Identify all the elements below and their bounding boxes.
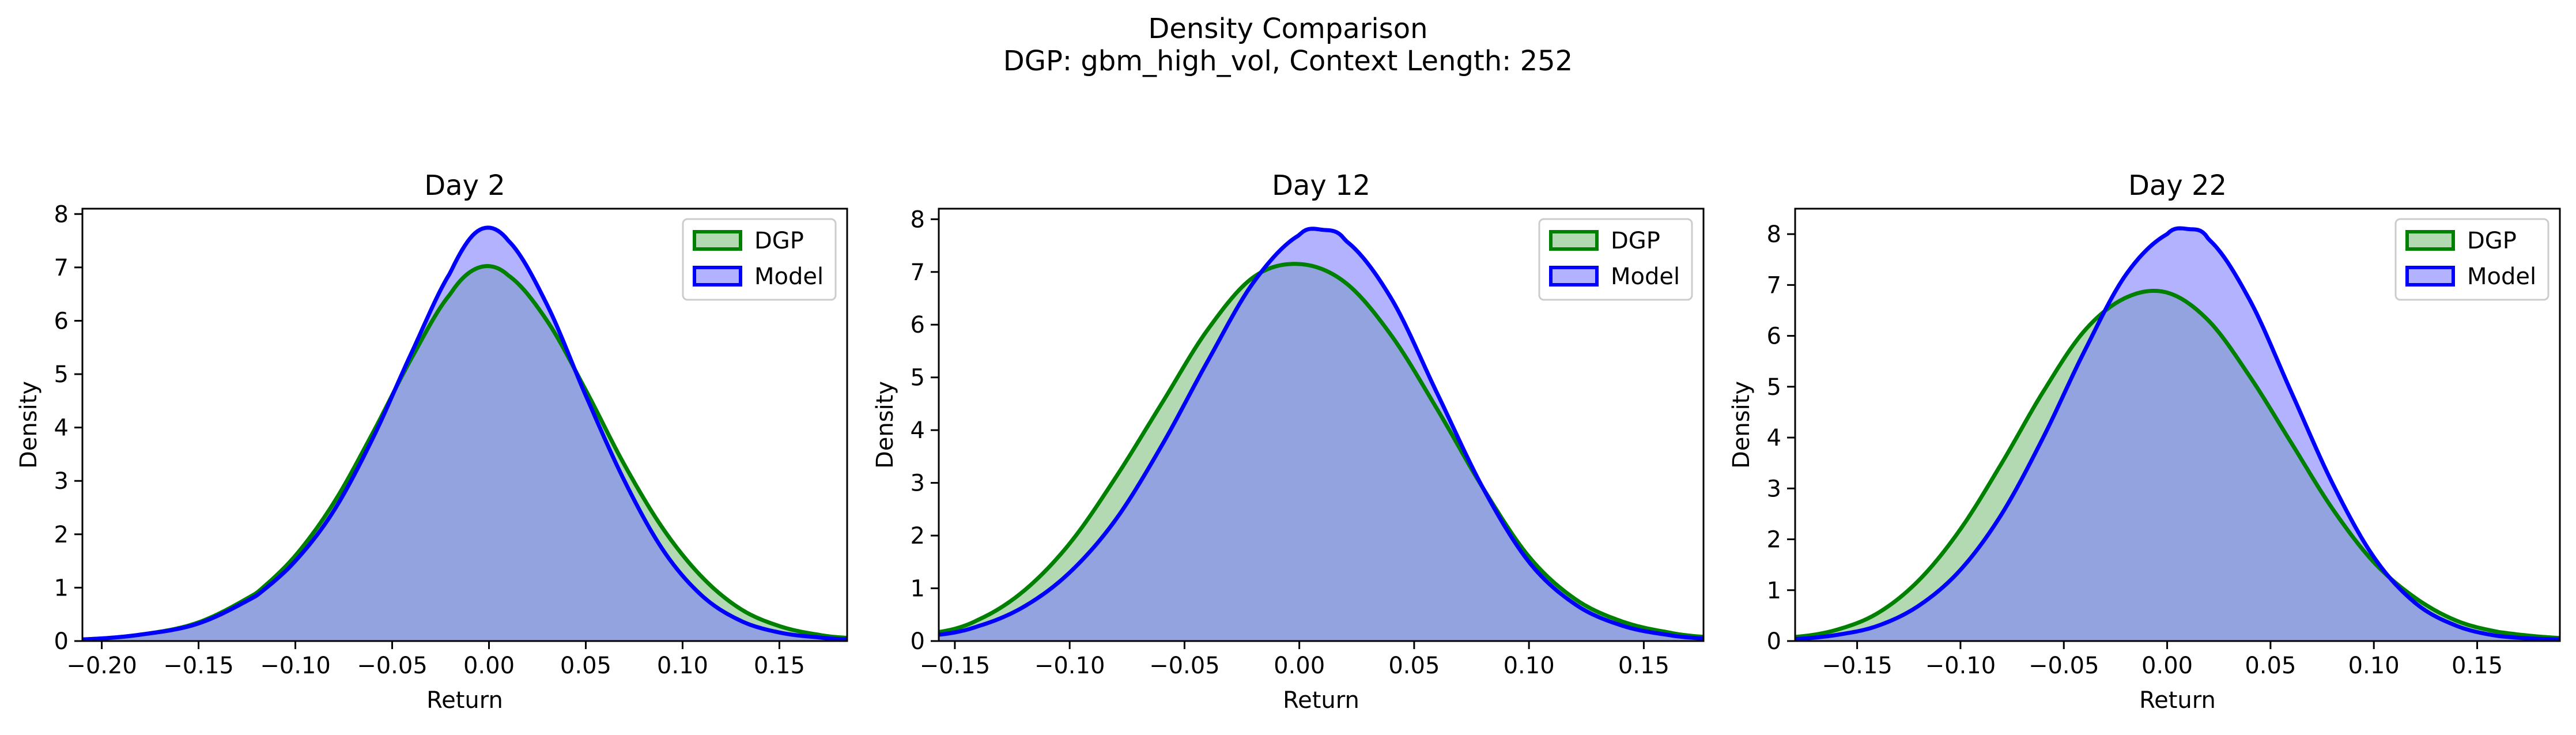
x-tick-label: 0.10 xyxy=(1504,653,1555,679)
x-axis-label: Return xyxy=(426,687,503,714)
x-tick-label: −0.05 xyxy=(2029,653,2099,679)
x-tick-label: 0.00 xyxy=(2141,653,2193,679)
x-tick-label: −0.05 xyxy=(1149,653,1220,679)
y-tick-label: 4 xyxy=(54,415,69,442)
x-tick-label: −0.15 xyxy=(1822,653,1893,679)
figure-title-line1: Density Comparison xyxy=(1148,13,1427,45)
x-tick-label: −0.20 xyxy=(66,653,137,679)
x-tick-label: −0.05 xyxy=(357,653,428,679)
y-tick-label: 0 xyxy=(54,628,69,655)
y-tick-label: 8 xyxy=(1767,221,1781,248)
density-line-dgp xyxy=(1795,288,2560,640)
x-tick-label: −0.15 xyxy=(920,653,991,679)
legend-label-model: Model xyxy=(1611,263,1680,290)
x-tick-label: 0.10 xyxy=(2348,653,2400,679)
x-tick-label: 0.05 xyxy=(560,653,611,679)
x-axis-label: Return xyxy=(2139,687,2216,714)
y-tick-label: 4 xyxy=(911,417,925,444)
x-tick-label: 0.05 xyxy=(1388,653,1440,679)
x-tick-label: 0.00 xyxy=(463,653,515,679)
y-tick-label: 0 xyxy=(1767,628,1781,655)
x-tick-label: 0.00 xyxy=(1274,653,1325,679)
legend-label-model: Model xyxy=(754,263,824,290)
y-tick-label: 2 xyxy=(911,523,925,549)
panel-2: −0.15 −0.10 −0.05 0.00 0.05 0.10 0.15 0 1 2 3 4 5 6 7 8… xyxy=(872,169,1705,714)
x-tick-label: 0.10 xyxy=(657,653,708,679)
y-tick-label: 5 xyxy=(1767,374,1781,401)
plot-area xyxy=(1795,226,2560,641)
panels: −0.20 −0.15 −0.10 −0.05 0.00 0.05 0.10 0.15 0 1 2 3… xyxy=(16,169,2561,714)
x-tick-label: −0.10 xyxy=(1034,653,1105,679)
x-tick-label: 0.15 xyxy=(754,653,805,679)
y-tick-label: 6 xyxy=(1767,323,1781,350)
y-tick-label: 6 xyxy=(911,312,925,338)
y-tick-label: 7 xyxy=(1767,272,1781,299)
x-tick-label: 0.15 xyxy=(1618,653,1670,679)
y-tick-label: 8 xyxy=(911,206,925,233)
legend: DGP Model xyxy=(2394,218,2549,301)
legend-swatch-model xyxy=(693,266,742,287)
density-line-dgp xyxy=(939,262,1704,639)
y-tick-label: 2 xyxy=(1767,527,1781,553)
legend-label-model: Model xyxy=(2467,263,2536,290)
figure-title-line2: DGP: gbm_high_vol, Context Length: 252 xyxy=(1003,45,1573,77)
density-fill-model xyxy=(82,227,847,641)
density-line-model xyxy=(82,225,847,641)
legend: DGP Model xyxy=(682,218,837,301)
plot-area xyxy=(82,225,847,641)
legend-label-dgp: DGP xyxy=(2467,228,2517,254)
x-tick-label: −0.10 xyxy=(260,653,331,679)
panel-3: −0.15 −0.10 −0.05 0.00 0.05 0.10 0.15 0 1 2 3 4 5 6 7 8… xyxy=(1728,169,2561,714)
y-tick-label: 6 xyxy=(54,308,69,334)
panel-title: Day 22 xyxy=(2128,169,2227,202)
y-axis-label: Density xyxy=(1728,381,1755,469)
y-tick-label: 7 xyxy=(911,259,925,286)
legend-swatch-model xyxy=(1549,266,1599,287)
y-tick-label: 0 xyxy=(911,628,925,655)
y-tick-label: 1 xyxy=(911,576,925,602)
x-tick-label: 0.15 xyxy=(2452,653,2503,679)
legend-swatch-model xyxy=(2405,266,2455,287)
x-tick-label: 0.05 xyxy=(2245,653,2296,679)
legend-label-dgp: DGP xyxy=(1611,228,1660,254)
density-fill-model xyxy=(939,228,1704,641)
y-tick-label: 3 xyxy=(911,470,925,497)
axes-frame xyxy=(938,208,1705,642)
y-tick-label: 1 xyxy=(1767,578,1781,604)
x-axis-label: Return xyxy=(1283,687,1359,714)
x-tick-label: −0.15 xyxy=(163,653,234,679)
panel-title: Day 2 xyxy=(424,169,505,202)
density-line-model xyxy=(939,227,1704,640)
panel-title: Day 12 xyxy=(1272,169,1370,202)
legend-swatch-dgp xyxy=(2405,230,2455,251)
y-tick-label: 3 xyxy=(1767,476,1781,502)
y-tick-label: 1 xyxy=(54,575,69,601)
y-tick-label: 4 xyxy=(1767,425,1781,451)
axes-frame xyxy=(1794,208,2561,642)
legend-swatch-dgp xyxy=(1549,230,1599,251)
y-tick-label: 5 xyxy=(54,361,69,388)
y-axis-label: Density xyxy=(16,381,42,469)
y-tick-label: 5 xyxy=(911,365,925,391)
density-line-model xyxy=(1795,226,2560,641)
legend: DGP Model xyxy=(1538,218,1693,301)
plot-area xyxy=(939,227,1704,641)
legend-label-dgp: DGP xyxy=(754,228,804,254)
panel-1: −0.20 −0.15 −0.10 −0.05 0.00 0.05 0.10 0.15 0 1 2 3… xyxy=(16,169,848,714)
legend-swatch-dgp xyxy=(693,230,742,251)
y-tick-label: 2 xyxy=(54,522,69,548)
y-tick-label: 7 xyxy=(54,255,69,281)
y-axis-label: Density xyxy=(872,381,898,469)
y-tick-label: 3 xyxy=(54,468,69,495)
x-tick-label: −0.10 xyxy=(1925,653,1996,679)
axes-frame xyxy=(81,208,848,642)
y-tick-label: 8 xyxy=(54,201,69,228)
